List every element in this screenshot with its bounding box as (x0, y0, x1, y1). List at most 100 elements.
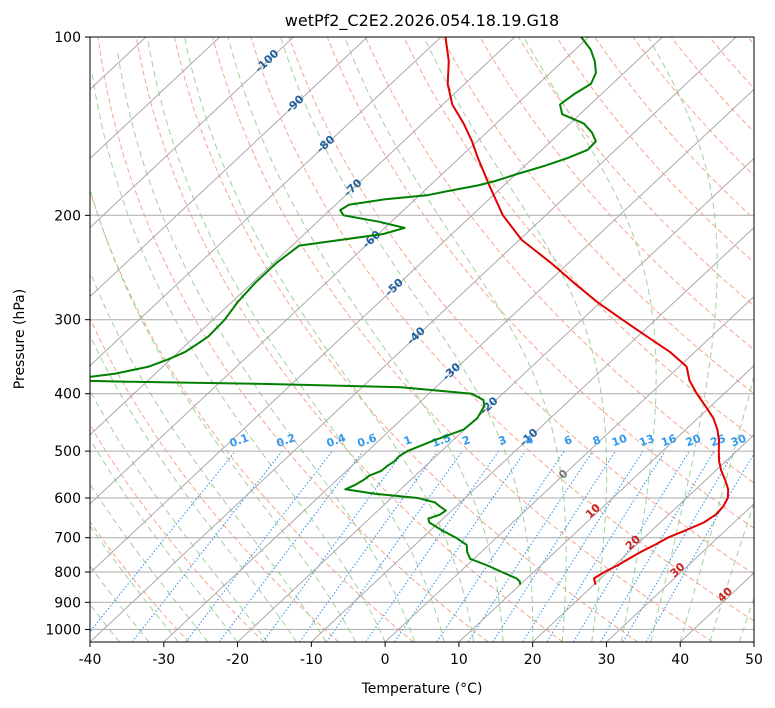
y-tick-label: 900 (54, 595, 81, 611)
dry-adiabat-line (250, 37, 754, 622)
mixing-ratio-line (218, 450, 364, 642)
isotherm-line (90, 37, 516, 436)
moist-adiabat-line (227, 37, 504, 642)
y-axis: 100 200 300 400 500 600 700 800 900 1000 (45, 30, 90, 638)
isotherm-line (237, 157, 754, 642)
isotherm-line (90, 37, 294, 229)
isotherm-line (90, 37, 221, 160)
x-tick-label: 20 (524, 652, 542, 668)
moist-adiabat-line (679, 374, 754, 642)
isotherm-line (310, 226, 754, 642)
mixing-ratio-line (546, 450, 666, 642)
isotherm-line (384, 295, 754, 642)
mixing-ratio-line (394, 450, 526, 642)
y-tick-label: 1000 (45, 622, 81, 638)
dry-adiabat-line (365, 37, 754, 484)
temperature-profile-line (444, 37, 730, 585)
y-tick-label: 500 (54, 444, 81, 460)
moist-adiabat-line (91, 72, 386, 642)
moist-adiabat-line (116, 49, 416, 642)
x-tick-label: -10 (300, 652, 323, 668)
mixing-ratio-label: 0.2 (275, 431, 298, 450)
moist-adiabat-line (423, 37, 608, 642)
x-tick-label: 40 (671, 652, 689, 668)
chart-title: wetPf2_C2E2.2026.054.18.19.G18 (285, 11, 559, 31)
x-axis-title: Temperature (°C) (361, 681, 483, 697)
y-tick-label: 400 (54, 387, 81, 403)
moist-adiabat-line (344, 37, 567, 642)
profiles (90, 37, 730, 585)
x-tick-label: -40 (79, 652, 102, 668)
x-tick-label: 50 (745, 652, 763, 668)
moist-adiabat-line (90, 187, 357, 642)
moist-adiabat-line (90, 483, 209, 642)
mixing-ratio-line (492, 450, 617, 642)
dry-adiabat-line (212, 37, 713, 642)
dry-adiabat-line (135, 37, 564, 642)
y-tick-label: 700 (54, 531, 81, 547)
mixing-ratio-line (365, 450, 500, 642)
mixing-ratio-line (325, 450, 463, 642)
mixing-ratio-line (90, 450, 236, 633)
dry-adiabat-line (326, 37, 754, 529)
dry-adiabat-line (288, 37, 754, 575)
plot-area: -100-90-80-70-60-50-40-30-20-10010203040… (90, 37, 754, 642)
isotherm-line (532, 434, 754, 642)
mixing-ratio-label: 13 (637, 432, 656, 449)
mixing-ratio-label: 6 (562, 433, 574, 448)
isotherms (90, 37, 754, 642)
dry-adiabat-line (90, 520, 190, 642)
x-tick-label: 10 (450, 652, 468, 668)
y-tick-label: 100 (54, 30, 81, 46)
mixing-ratio-label: 16 (660, 432, 679, 450)
x-tick-label: -30 (152, 652, 175, 668)
isotherm-line (90, 37, 442, 367)
moist-adiabat-line (523, 37, 657, 642)
y-tick-label: 800 (54, 565, 81, 581)
mixing-ratio-line (299, 450, 439, 642)
y-tick-label: 300 (54, 313, 81, 329)
mixing-ratio-label: 3 (497, 433, 509, 448)
dry-adiabat-line (632, 37, 754, 177)
moist-adiabat-line (280, 37, 534, 642)
isotherm-line (90, 37, 663, 574)
y-tick-label: 600 (54, 491, 81, 507)
dry-adiabat-line (556, 37, 754, 264)
mixing-ratio-label: 20 (684, 432, 703, 450)
isotherm-line (90, 37, 589, 505)
isotherm-line (90, 37, 368, 298)
dry-adiabat-line (174, 37, 639, 642)
mixing-ratio-line (645, 452, 754, 642)
mixing-ratio-line (622, 450, 736, 642)
mixing-ratio-lines (90, 450, 754, 642)
y-tick-label: 200 (54, 208, 81, 224)
x-tick-label: -20 (226, 652, 249, 668)
dry-adiabat-line (517, 37, 754, 307)
dry-adiabat-line (90, 317, 339, 642)
mixing-ratio-label: 1 (402, 433, 414, 448)
mixing-ratio-label: 8 (591, 433, 603, 448)
mixing-ratio-label: 2 (461, 433, 473, 448)
moist-adiabat-line (184, 37, 475, 642)
moist-adiabats (90, 37, 754, 642)
mixing-ratio-line (573, 450, 690, 642)
dry-adiabat-line (441, 37, 754, 395)
isotherm-line (90, 37, 737, 642)
mixing-ratio-line (467, 450, 594, 642)
moist-adiabat-line (90, 334, 298, 642)
mixing-ratio-label: 0.1 (228, 431, 251, 450)
mixing-ratio-label: 10 (610, 432, 629, 450)
isotherm-line (458, 364, 754, 642)
mixing-ratio-line (522, 450, 644, 642)
mixing-ratio-line (262, 450, 405, 642)
mixing-ratio-label: 0.4 (325, 431, 348, 450)
moist-adiabat-line (647, 37, 718, 642)
moist-adiabat-line (738, 596, 754, 642)
mixing-ratio-label: 4 (523, 433, 535, 448)
mixing-ratio-line (185, 450, 333, 642)
y-axis-title: Pressure (hPa) (12, 289, 28, 389)
dry-adiabat-line (90, 424, 265, 642)
isotherm-line (606, 503, 754, 642)
